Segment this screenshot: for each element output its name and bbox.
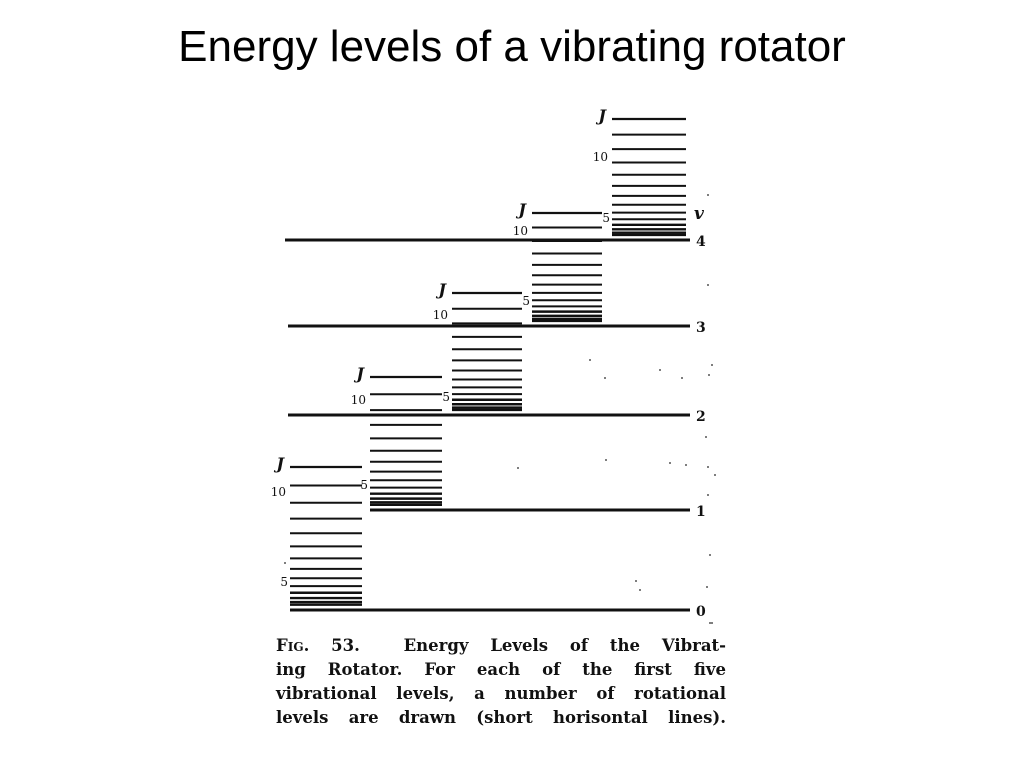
- print-speck-19: [685, 464, 687, 466]
- v-axis-label: v: [694, 204, 705, 224]
- vibrational-level-label-0: 0: [696, 604, 706, 620]
- rotational-label-j-v2: J: [435, 280, 447, 299]
- rotational-label-5-v3: 5: [522, 294, 530, 308]
- print-speck-9: [706, 586, 708, 588]
- print-speck-11: [711, 622, 713, 624]
- print-speck-12: [589, 359, 591, 361]
- print-speck-1: [707, 284, 709, 286]
- print-speck-14: [659, 369, 661, 371]
- caption-fig-number: Fig. 53.: [276, 636, 360, 655]
- caption-line-4: levels are drawn (short horisontal lines…: [276, 708, 726, 727]
- print-speck-17: [605, 459, 607, 461]
- rotational-label-j-v3: J: [515, 200, 527, 219]
- print-speck-6: [714, 474, 716, 476]
- print-speck-16: [517, 467, 519, 469]
- print-speck-3: [708, 374, 710, 376]
- print-speck-13: [604, 377, 606, 379]
- rotational-label-10-v0: 10: [271, 485, 286, 499]
- caption-line-1: Fig. 53. Energy Levels of the Vibrat-: [276, 634, 726, 658]
- rotational-label-j-v1: J: [353, 364, 365, 383]
- print-speck-22: [284, 562, 286, 564]
- print-speck-18: [669, 462, 671, 464]
- vibrational-level-label-1: 1: [696, 504, 706, 520]
- rotational-label-10-v2: 10: [433, 308, 448, 322]
- rotational-label-5-v1: 5: [360, 478, 368, 492]
- caption-line-3: vibrational levels, a number of rotation…: [276, 684, 726, 703]
- print-speck-21: [639, 589, 641, 591]
- rotational-label-j-v0: J: [273, 454, 285, 473]
- energy-level-diagram: 0 1 2 3 4 J 10 5 J 10 5 J 10 5 J 10 5 J 10 5 v: [260, 95, 730, 625]
- print-speck-2: [711, 364, 713, 366]
- vibrational-level-label-3: 3: [696, 320, 706, 336]
- rotational-label-j-v4: J: [595, 106, 607, 125]
- print-speck-0: [707, 194, 709, 196]
- slide-title: Energy levels of a vibrating rotator: [178, 22, 846, 71]
- print-speck-4: [705, 436, 707, 438]
- print-speck-10: [709, 622, 711, 624]
- rotational-label-10-v4: 10: [593, 150, 608, 164]
- energy-level-svg: 0 1 2 3 4 J 10 5 J 10 5 J 10 5 J 10 5 J 10 5 v: [271, 106, 716, 624]
- rotational-label-10-v3: 10: [513, 224, 528, 238]
- rotational-label-10-v1: 10: [351, 393, 366, 407]
- rotational-label-5-v4: 5: [602, 211, 610, 225]
- print-speck-5: [707, 466, 709, 468]
- caption-line-1-text: Energy Levels of the Vibrat-: [403, 636, 726, 655]
- vibrational-level-label-2: 2: [696, 409, 706, 425]
- rotational-label-5-v2: 5: [442, 390, 450, 404]
- print-speck-15: [681, 377, 683, 379]
- caption-line-2: ing Rotator. For each of the first five: [276, 660, 726, 679]
- vibrational-level-label-4: 4: [696, 234, 706, 250]
- rotational-label-5-v0: 5: [280, 575, 288, 589]
- figure-caption: Fig. 53. Energy Levels of the Vibrat- in…: [276, 634, 726, 730]
- print-speck-7: [707, 494, 709, 496]
- print-speck-20: [635, 580, 637, 582]
- print-speck-8: [709, 554, 711, 556]
